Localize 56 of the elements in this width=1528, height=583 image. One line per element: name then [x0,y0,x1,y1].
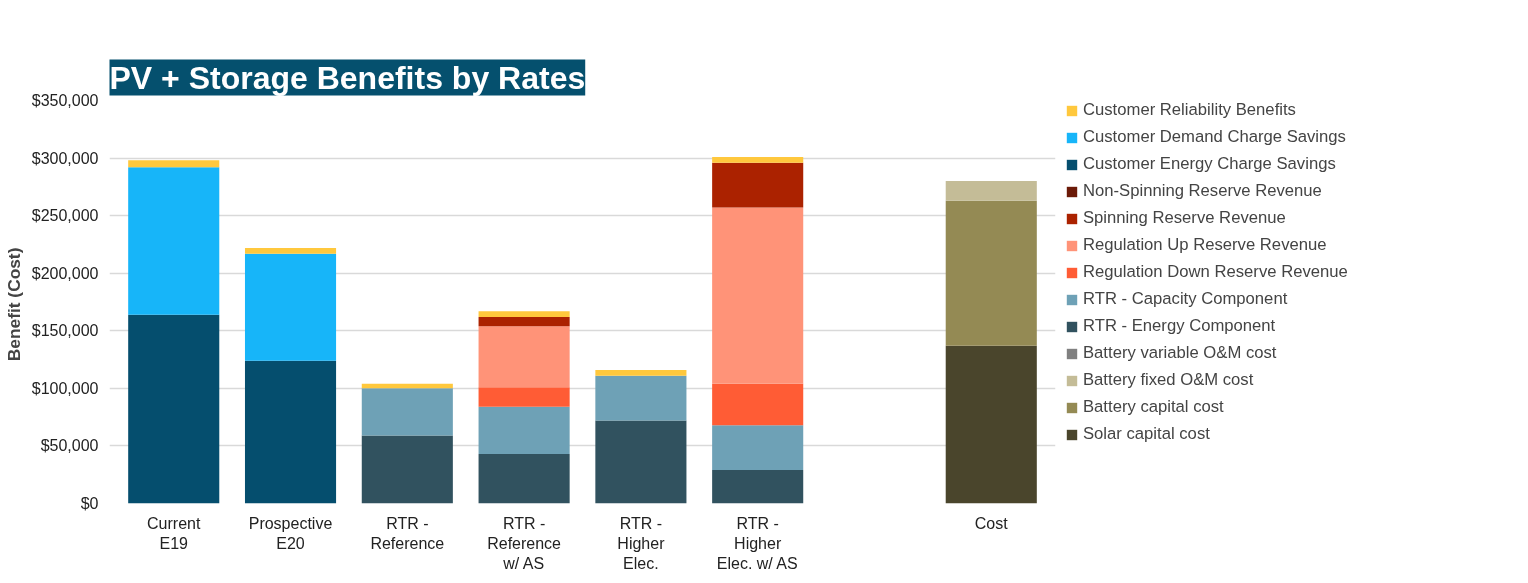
y-tick-label: $250,000 [31,207,99,225]
y-tick-label: $100,000 [31,379,99,397]
bar [478,453,570,504]
bar [945,345,1037,504]
y-tick-label: $50,000 [40,437,99,455]
bar [244,247,337,254]
bar [244,253,337,361]
legend-label: Customer Reliability Benefits [1083,100,1296,120]
y-tick-label: $300,000 [31,149,99,167]
x-tick-label: Prospective E20 [248,514,333,552]
bar [712,207,804,384]
legend-label: Battery variable O&M cost [1083,343,1277,363]
legend-label: Battery capital cost [1083,397,1224,417]
bar [945,200,1037,346]
legend-label: Battery fixed O&M cost [1083,370,1254,390]
bar [712,156,804,163]
x-tick-label: RTR - Higher Elec. [617,514,666,573]
bar [361,435,453,504]
legend-label: Non-Spinning Reserve Revenue [1083,181,1322,201]
bar [478,311,570,317]
legend-label: Regulation Up Reserve Revenue [1083,235,1327,255]
legend-label: Customer Demand Charge Savings [1083,127,1346,147]
bar [712,162,804,208]
bar [128,314,220,504]
bar [595,420,687,504]
bar [595,369,687,376]
bar [712,425,804,471]
legend-label: RTR - Energy Component [1083,316,1276,336]
y-tick-label: $150,000 [31,322,99,340]
bar [128,160,220,168]
bar [244,360,337,504]
legend-label: Spinning Reserve Revenue [1083,208,1286,228]
bar [478,316,570,327]
x-tick-label: Cost [974,514,1009,532]
bar [478,387,570,407]
legend-label: Regulation Down Reserve Revenue [1083,262,1348,282]
bar [128,167,220,315]
legend-label: RTR - Capacity Component [1083,289,1288,309]
x-tick-label: RTR - Reference w/ AS [487,514,562,573]
bar [595,375,687,421]
y-axis-title: Benefit (Cost) [3,247,24,362]
y-tick-label: $350,000 [31,92,99,109]
x-tick-label: RTR - Higher Elec. w/ AS [716,514,798,573]
x-tick-label: Current E19 [147,514,201,552]
legend-label: Customer Energy Charge Savings [1083,154,1336,174]
x-tick-label: RTR - Reference [370,514,445,552]
y-tick-label: $0 [80,495,99,512]
bar [478,326,570,388]
bar [361,388,453,436]
bar [712,383,804,426]
bar [945,181,1037,201]
legend-label: Solar capital cost [1083,424,1210,444]
bar [478,406,570,454]
y-tick-label: $200,000 [31,264,99,282]
chart-title: PV + Storage Benefits by Rates [109,59,586,96]
bar [712,470,804,504]
